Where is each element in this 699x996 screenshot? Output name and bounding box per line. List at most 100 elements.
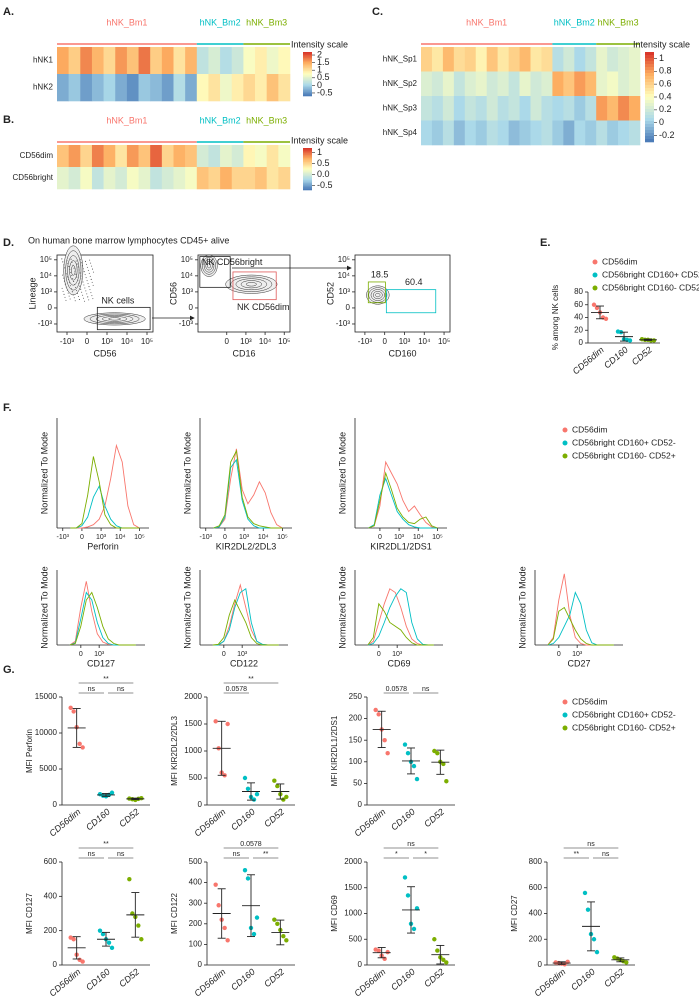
heat-cell [138,74,151,102]
colorbar [303,157,312,160]
heat-cell [618,71,630,97]
event-dot [61,274,63,276]
legend-label: CD56bright CD160+ CD52- [572,709,676,719]
heat-cell [431,47,444,72]
data-point [441,957,446,963]
heat-cell [220,145,233,168]
data-point [109,945,115,951]
x-tick-label: 10⁵ [278,337,290,346]
x-tick-label: 0 [382,337,387,346]
colorbar [303,72,312,75]
group-label: hNK_Bm2 [200,17,241,27]
x-tick-label: CD160 [229,967,257,993]
data-point [254,915,260,920]
colorbar [303,181,312,184]
histogram-curve [367,602,434,646]
density-contour [225,274,278,294]
colorbar [303,62,312,65]
y-tick-label: 10⁵ [40,255,52,264]
heat-cell [431,96,444,121]
data-point [80,959,85,964]
row-label: CD56dim [20,151,54,160]
panel-label: D. [3,237,14,249]
colorbar [303,155,312,157]
x-tick-label: 10⁴ [121,337,134,346]
y-tick-label: 1000 [344,909,362,918]
y-tick-label: 0 [358,800,363,809]
colorbar [645,61,654,65]
event-dot [84,274,86,276]
heat-cell [464,47,477,72]
colorbar [645,103,654,107]
density-contour [95,314,134,323]
colorbar [645,127,654,131]
x-tick-label: 10³ [394,534,405,541]
heat-cell [231,74,244,102]
y-axis-label: MFI KIR2DL2/2DL3 [170,716,179,786]
colorbar [303,74,312,76]
data-point [213,719,218,724]
flow-title: On human bone marrow lymphocytes CD45+ a… [28,235,229,245]
heat-cell [585,71,597,97]
data-point [71,937,76,942]
x-tick-label: CD56dim [192,966,228,996]
row-label: hNK_Sp1 [383,54,418,63]
data-point [213,882,218,887]
colorbar [303,164,312,167]
event-dot [77,266,79,268]
density-contour [372,291,383,299]
x-axis-label: CD122 [230,658,258,668]
heat-cell [185,167,198,190]
heat-cell [530,96,542,121]
event-dot [92,268,94,270]
data-point [272,778,277,783]
group-label: hNK_Bm2 [554,17,595,27]
x-tick-label: CD160 [389,967,417,993]
colorbar [303,152,312,154]
colorbar [645,97,654,101]
event-dot [83,297,85,299]
y-tick-label: -10³ [336,319,351,328]
y-tick-label: 500 [349,934,363,943]
x-tick-label: 0 [80,534,84,541]
histogram-curve [368,477,438,529]
x-tick-label: -10³ [200,534,213,541]
legend-swatch [562,712,568,718]
density-contour [205,261,213,271]
event-dot [92,298,94,300]
x-tick-label: 10³ [237,651,248,658]
data-point [444,779,449,784]
heat-cell [552,120,564,146]
colorbar [303,88,312,91]
y-tick-label: 500 [189,773,203,782]
heat-cell [464,96,477,121]
heat-cell [278,74,291,102]
histogram-curve [367,588,434,646]
colorbar [303,173,312,175]
event-dot [74,300,76,302]
heat-cell [57,145,69,168]
heat-cell [138,145,151,168]
event-dot [84,300,86,302]
event-dot [73,297,75,299]
x-tick-label: CD56dim [47,806,83,838]
y-tick-label: 0 [346,303,351,312]
density-contour [207,263,211,269]
heat-cell [80,74,93,102]
colorbar [303,174,312,177]
event-dot [67,292,69,294]
y-axis-label: Normalized To Mode [182,432,192,514]
plot-frame [354,254,451,333]
data-point [222,925,227,931]
y-tick-label: 10⁴ [181,271,194,280]
data-point [402,742,408,747]
heat-cell [220,47,233,75]
y-tick-label: 100 [349,757,363,766]
event-dot [78,282,80,284]
significance-label: ns [422,686,430,693]
heat-cell [255,167,267,190]
heat-cell [196,167,209,190]
data-point [382,956,387,962]
group-label: hNK_Bm2 [200,115,241,125]
x-tick-label: CD160 [569,967,597,993]
